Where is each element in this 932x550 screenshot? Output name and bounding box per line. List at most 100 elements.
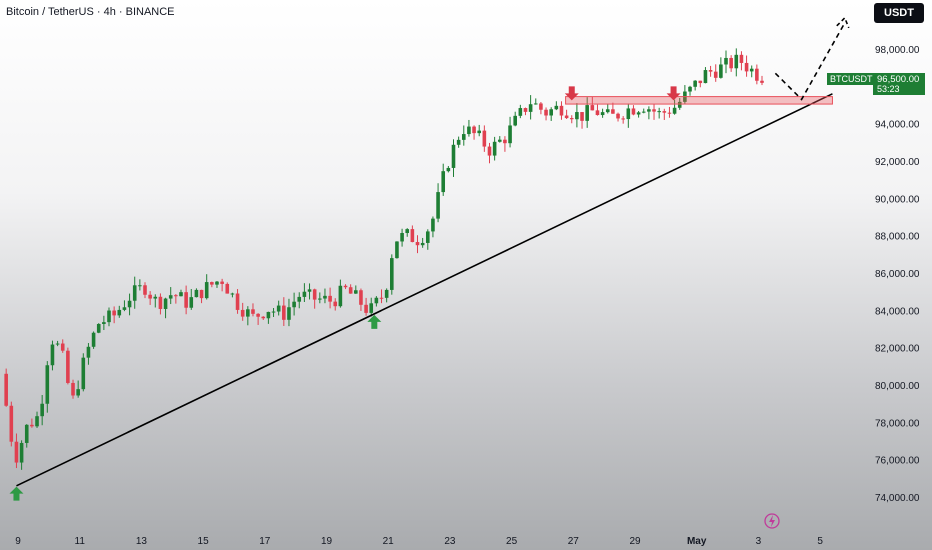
price-tick-label: 80,000.00 — [875, 381, 920, 392]
projection-path[interactable] — [774, 22, 846, 101]
support-trendline[interactable] — [16, 93, 833, 487]
price-axis[interactable]: 98,000.0096,000.0094,000.0092,000.0090,0… — [875, 45, 920, 504]
candle-body — [749, 68, 754, 72]
candle — [24, 424, 29, 448]
candle-body — [256, 313, 260, 317]
candle-body — [297, 296, 302, 302]
candle — [374, 296, 379, 307]
candle — [174, 294, 178, 304]
candle-body — [698, 80, 703, 84]
time-axis[interactable]: 9 11 13 15 17 19 21 23 25 27 29 May 3 5 — [15, 536, 823, 547]
candle-body — [461, 134, 466, 140]
candle-body — [276, 305, 281, 312]
candle — [271, 308, 276, 317]
candle — [184, 285, 188, 315]
candle — [30, 418, 34, 428]
candle — [240, 302, 245, 321]
price-tick-label: 90,000.00 — [875, 194, 920, 205]
candle-body — [292, 301, 296, 308]
candle — [9, 401, 14, 447]
candle-body — [641, 111, 646, 113]
candle — [482, 125, 487, 152]
candle-body — [148, 294, 152, 299]
candle — [76, 380, 80, 398]
candle-body — [508, 125, 512, 144]
candle — [513, 111, 517, 127]
candle-body — [554, 105, 559, 110]
time-tick-label: 21 — [383, 536, 395, 547]
candle-body — [163, 298, 168, 309]
candle-body — [4, 373, 8, 406]
price-tick-label: 78,000.00 — [875, 418, 920, 429]
candle-body — [739, 54, 744, 63]
price-tick-label: 86,000.00 — [875, 269, 920, 280]
candle — [318, 292, 322, 304]
candle-body — [81, 357, 86, 390]
candle — [338, 279, 343, 308]
candle-body — [755, 68, 759, 81]
candle-body — [636, 112, 641, 115]
candle — [19, 440, 24, 470]
candle — [431, 216, 435, 238]
drawing-overlays — [9, 16, 850, 529]
candle-body — [626, 108, 631, 120]
candle-body — [302, 291, 307, 297]
candle-body — [225, 283, 230, 294]
candle-body — [528, 104, 533, 112]
candle — [600, 108, 605, 118]
lightning-icon-bolt — [769, 515, 775, 527]
candle-body — [76, 389, 80, 396]
candle-body — [590, 105, 595, 111]
candle-body — [199, 289, 204, 299]
candle — [354, 285, 358, 294]
candle-body — [246, 309, 250, 317]
candle — [127, 293, 132, 316]
candle-body — [384, 289, 389, 298]
candle-body — [518, 108, 523, 116]
candle-body — [107, 310, 111, 323]
candle — [220, 278, 224, 292]
candle-body — [456, 139, 461, 145]
candle-body — [230, 293, 235, 295]
candle-body — [312, 289, 317, 300]
resistance-zone[interactable] — [565, 96, 833, 105]
candle-body — [282, 305, 286, 320]
candle-body — [168, 295, 173, 299]
candle-body — [436, 192, 440, 219]
candle — [395, 241, 399, 259]
candle-body — [271, 311, 276, 313]
candle — [379, 289, 384, 304]
candle — [292, 292, 296, 316]
lightning-icon[interactable] — [764, 513, 780, 529]
candle — [410, 225, 415, 243]
candle — [328, 287, 332, 309]
candle-body — [102, 322, 106, 324]
candle — [102, 315, 106, 331]
time-tick-label: 13 — [136, 536, 148, 547]
candle-body — [533, 103, 538, 105]
candle-body — [415, 242, 420, 246]
price-tag-countdown: 53:23 — [877, 84, 900, 94]
candle-body — [66, 350, 70, 383]
candle — [549, 107, 553, 121]
candle — [333, 298, 338, 311]
candle-body — [672, 107, 677, 114]
candle — [261, 316, 266, 321]
price-tick-label: 82,000.00 — [875, 344, 920, 355]
candle-body — [760, 80, 764, 83]
candle — [246, 306, 250, 326]
candle-body — [117, 309, 122, 316]
currency-button[interactable]: USDT — [874, 3, 924, 23]
candle — [739, 51, 744, 71]
candle-body — [122, 307, 127, 310]
candle-body — [467, 126, 471, 135]
candle-body — [724, 57, 728, 65]
time-tick-label: 23 — [444, 536, 456, 547]
candle-body — [91, 332, 96, 347]
candle — [364, 297, 368, 316]
candle — [71, 379, 75, 399]
candle — [585, 97, 589, 128]
price-tick-label: 94,000.00 — [875, 120, 920, 131]
candle-body — [503, 139, 507, 144]
